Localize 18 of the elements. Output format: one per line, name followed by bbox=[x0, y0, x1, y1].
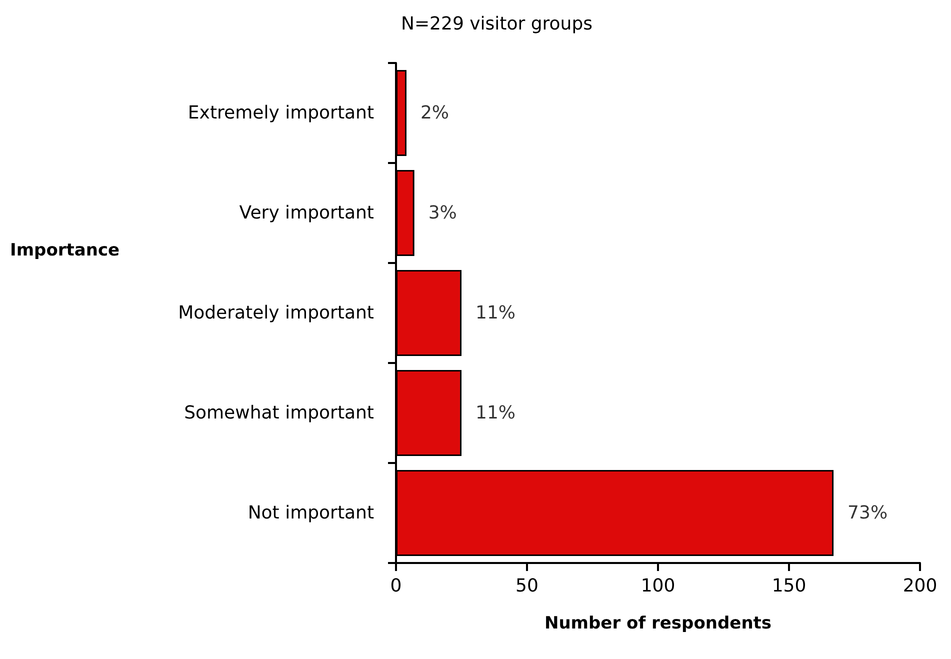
y-tick-label: Extremely important bbox=[188, 102, 374, 124]
annotation: 11% bbox=[476, 402, 516, 424]
y-tick-label: Somewhat important bbox=[184, 402, 374, 424]
x-tick-label: 0 bbox=[390, 576, 402, 596]
x-tick-label: 150 bbox=[772, 576, 806, 596]
annotation: 73% bbox=[848, 502, 888, 524]
x-tick-label: 100 bbox=[640, 576, 676, 596]
y-tick-label: Moderately important bbox=[178, 302, 374, 324]
y-tick-label: Very important bbox=[239, 202, 374, 224]
annotation: 3% bbox=[428, 202, 457, 224]
x-axis-title: Number of respondents bbox=[544, 614, 772, 634]
x-tick-label: 200 bbox=[902, 576, 938, 596]
annotation: 11% bbox=[476, 302, 516, 324]
chart-title: N=229 visitor groups bbox=[401, 14, 593, 34]
y-tick-label: Not important bbox=[248, 502, 374, 524]
y-axis-title: Importance bbox=[10, 240, 120, 260]
annotation: 2% bbox=[420, 102, 450, 124]
x-tick-label: 50 bbox=[516, 576, 538, 596]
